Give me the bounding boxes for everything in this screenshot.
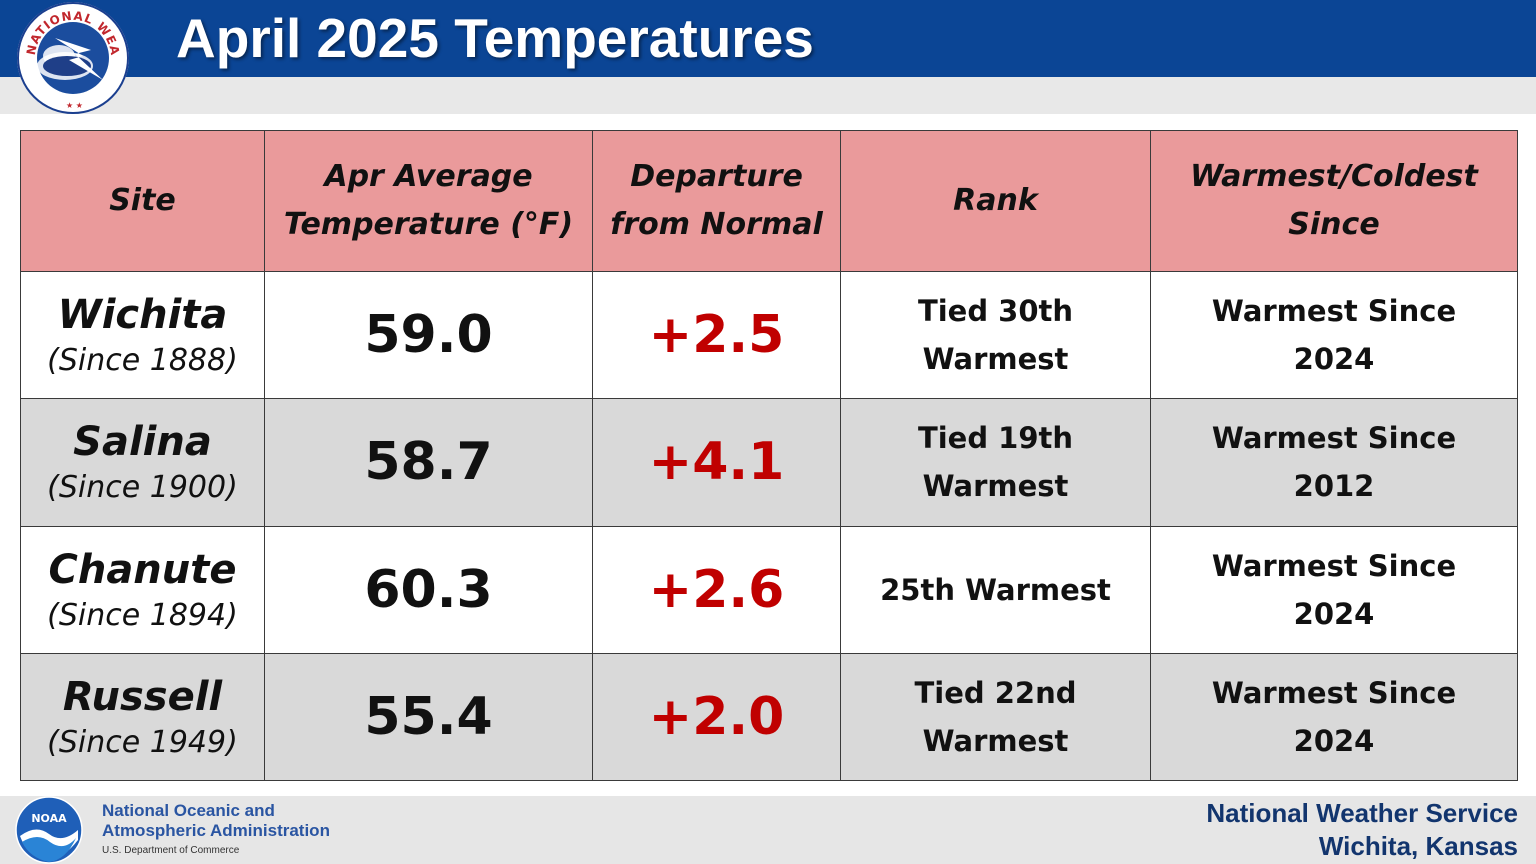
title-underbar — [0, 77, 1536, 114]
site-since: (Since 1888) — [47, 343, 238, 379]
temperature-table: Site Apr Average Temperature (°F) Departu… — [20, 130, 1518, 782]
svg-text:★ ★: ★ ★ — [66, 101, 83, 110]
noaa-logo: NOAA — [15, 796, 83, 864]
table-row: Russell (Since 1949) 55.4 +2.0 Tied 22nd W… — [20, 652, 1518, 782]
rank-cell: Tied 30th Warmest — [840, 270, 1151, 400]
nws-logo: NATIONAL WEATHER SERVICE ★ ★ — [13, 0, 129, 114]
col-header-site: Site — [20, 130, 265, 272]
avg-temp-value: 58.7 — [364, 432, 493, 493]
since-cell: Warmest Since 2024 — [1150, 525, 1518, 654]
avg-temp-cell: 59.0 — [264, 270, 593, 400]
departure-value: +4.1 — [648, 432, 785, 493]
departure-value: +2.0 — [648, 686, 785, 747]
col-header-since: Warmest/Coldest Since — [1150, 130, 1518, 272]
avg-temp-value: 59.0 — [364, 305, 493, 366]
site-name: Russell — [62, 673, 223, 720]
site-since: (Since 1949) — [47, 724, 238, 760]
page-title: April 2025 Temperatures — [176, 7, 814, 69]
site-name: Chanute — [48, 546, 237, 593]
site-cell: Russell (Since 1949) — [20, 652, 265, 782]
noaa-department: U.S. Department of Commerce — [102, 845, 240, 856]
since-cell: Warmest Since 2024 — [1150, 652, 1518, 782]
footer-bar — [0, 796, 1536, 864]
col-header-rank: Rank — [840, 130, 1151, 272]
avg-temp-value: 55.4 — [364, 686, 493, 747]
col-header-avg-temp: Apr Average Temperature (°F) — [264, 130, 593, 272]
departure-cell: +2.6 — [592, 525, 841, 654]
noaa-logo-text: NOAA — [31, 812, 67, 825]
site-cell: Salina (Since 1900) — [20, 398, 265, 527]
title-bar — [0, 0, 1536, 77]
site-since: (Since 1894) — [47, 597, 238, 633]
site-since: (Since 1900) — [47, 470, 238, 506]
col-header-departure: Departure from Normal — [592, 130, 841, 272]
avg-temp-cell: 60.3 — [264, 525, 593, 654]
departure-value: +2.6 — [648, 559, 785, 620]
site-name: Wichita — [57, 292, 228, 339]
rank-cell: Tied 19th Warmest — [840, 398, 1151, 527]
noaa-name: National Oceanic and Atmospheric Adminis… — [102, 801, 330, 840]
rank-cell: Tied 22nd Warmest — [840, 652, 1151, 782]
table-row: Chanute (Since 1894) 60.3 +2.6 25th Warme… — [20, 525, 1518, 654]
avg-temp-cell: 55.4 — [264, 652, 593, 782]
avg-temp-cell: 58.7 — [264, 398, 593, 527]
departure-cell: +2.5 — [592, 270, 841, 400]
departure-value: +2.5 — [648, 305, 785, 366]
since-cell: Warmest Since 2012 — [1150, 398, 1518, 527]
site-cell: Wichita (Since 1888) — [20, 270, 265, 400]
table-header-row: Site Apr Average Temperature (°F) Departu… — [20, 130, 1518, 272]
departure-cell: +2.0 — [592, 652, 841, 782]
site-cell: Chanute (Since 1894) — [20, 525, 265, 654]
site-name: Salina — [73, 419, 212, 466]
office-name: National Weather Service Wichita, Kansas — [1206, 798, 1518, 861]
since-cell: Warmest Since 2024 — [1150, 270, 1518, 400]
departure-cell: +4.1 — [592, 398, 841, 527]
avg-temp-value: 60.3 — [364, 559, 493, 620]
table-row: Wichita (Since 1888) 59.0 +2.5 Tied 30th W… — [20, 270, 1518, 400]
table-row: Salina (Since 1900) 58.7 +4.1 Tied 19th Wa… — [20, 398, 1518, 527]
rank-cell: 25th Warmest — [840, 525, 1151, 654]
